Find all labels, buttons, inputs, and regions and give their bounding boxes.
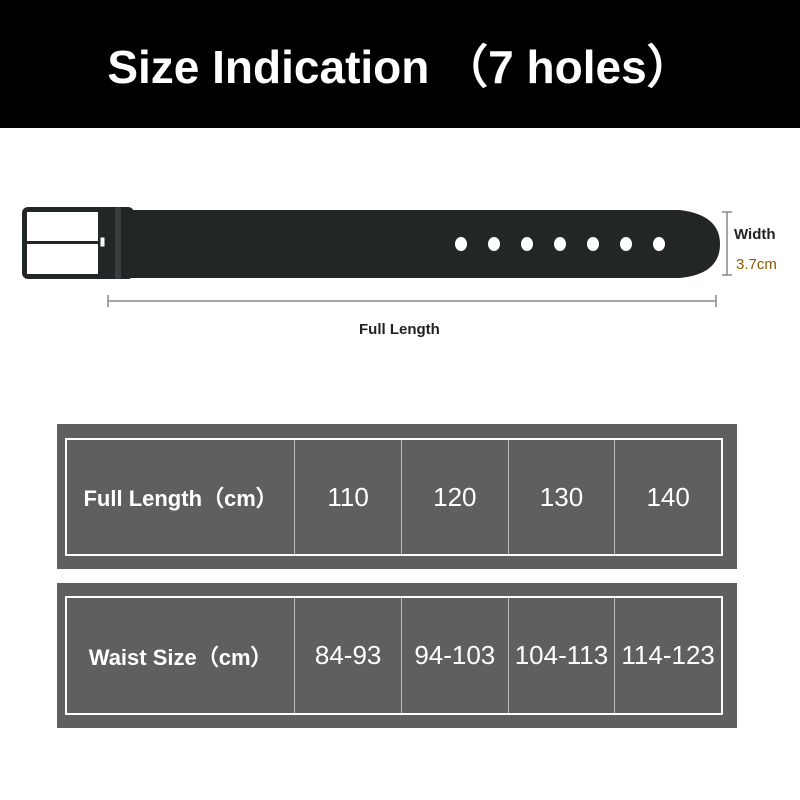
belt-strap (120, 210, 720, 278)
width-label: Width (734, 226, 776, 243)
belt-hole (620, 237, 632, 251)
length-indicator (107, 295, 717, 307)
buckle-icon (22, 207, 134, 279)
belt-hole (521, 237, 533, 251)
table-cell: 120 (400, 440, 508, 554)
belt-hole (554, 237, 566, 251)
page-title: Size Indication （7 holes） (0, 0, 800, 128)
belt-hole (455, 237, 467, 251)
row-header: Waist Size（cm） (88, 644, 273, 670)
table-cell: 104-113 (507, 598, 615, 713)
width-indicator (722, 211, 732, 276)
belt-hole (587, 237, 599, 251)
table-cell: 114-123 (614, 598, 721, 713)
full-length-row: Full Length（cm） 110 120 130 140 (57, 424, 737, 569)
table-cell: 94-103 (400, 598, 508, 713)
table-cell: 130 (507, 440, 615, 554)
table-cell: 84-93 (294, 598, 401, 713)
belt-diagram (22, 207, 732, 307)
table-cell: 110 (294, 440, 401, 554)
table-cell: 140 (614, 440, 721, 554)
belt-hole (653, 237, 665, 251)
waist-size-row: Waist Size（cm） 84-93 94-103 104-113 114-… (57, 583, 737, 728)
length-label: Full Length (359, 321, 440, 338)
belt-hole (488, 237, 500, 251)
row-header: Full Length（cm） (83, 486, 278, 511)
width-value: 3.7cm (736, 256, 777, 273)
